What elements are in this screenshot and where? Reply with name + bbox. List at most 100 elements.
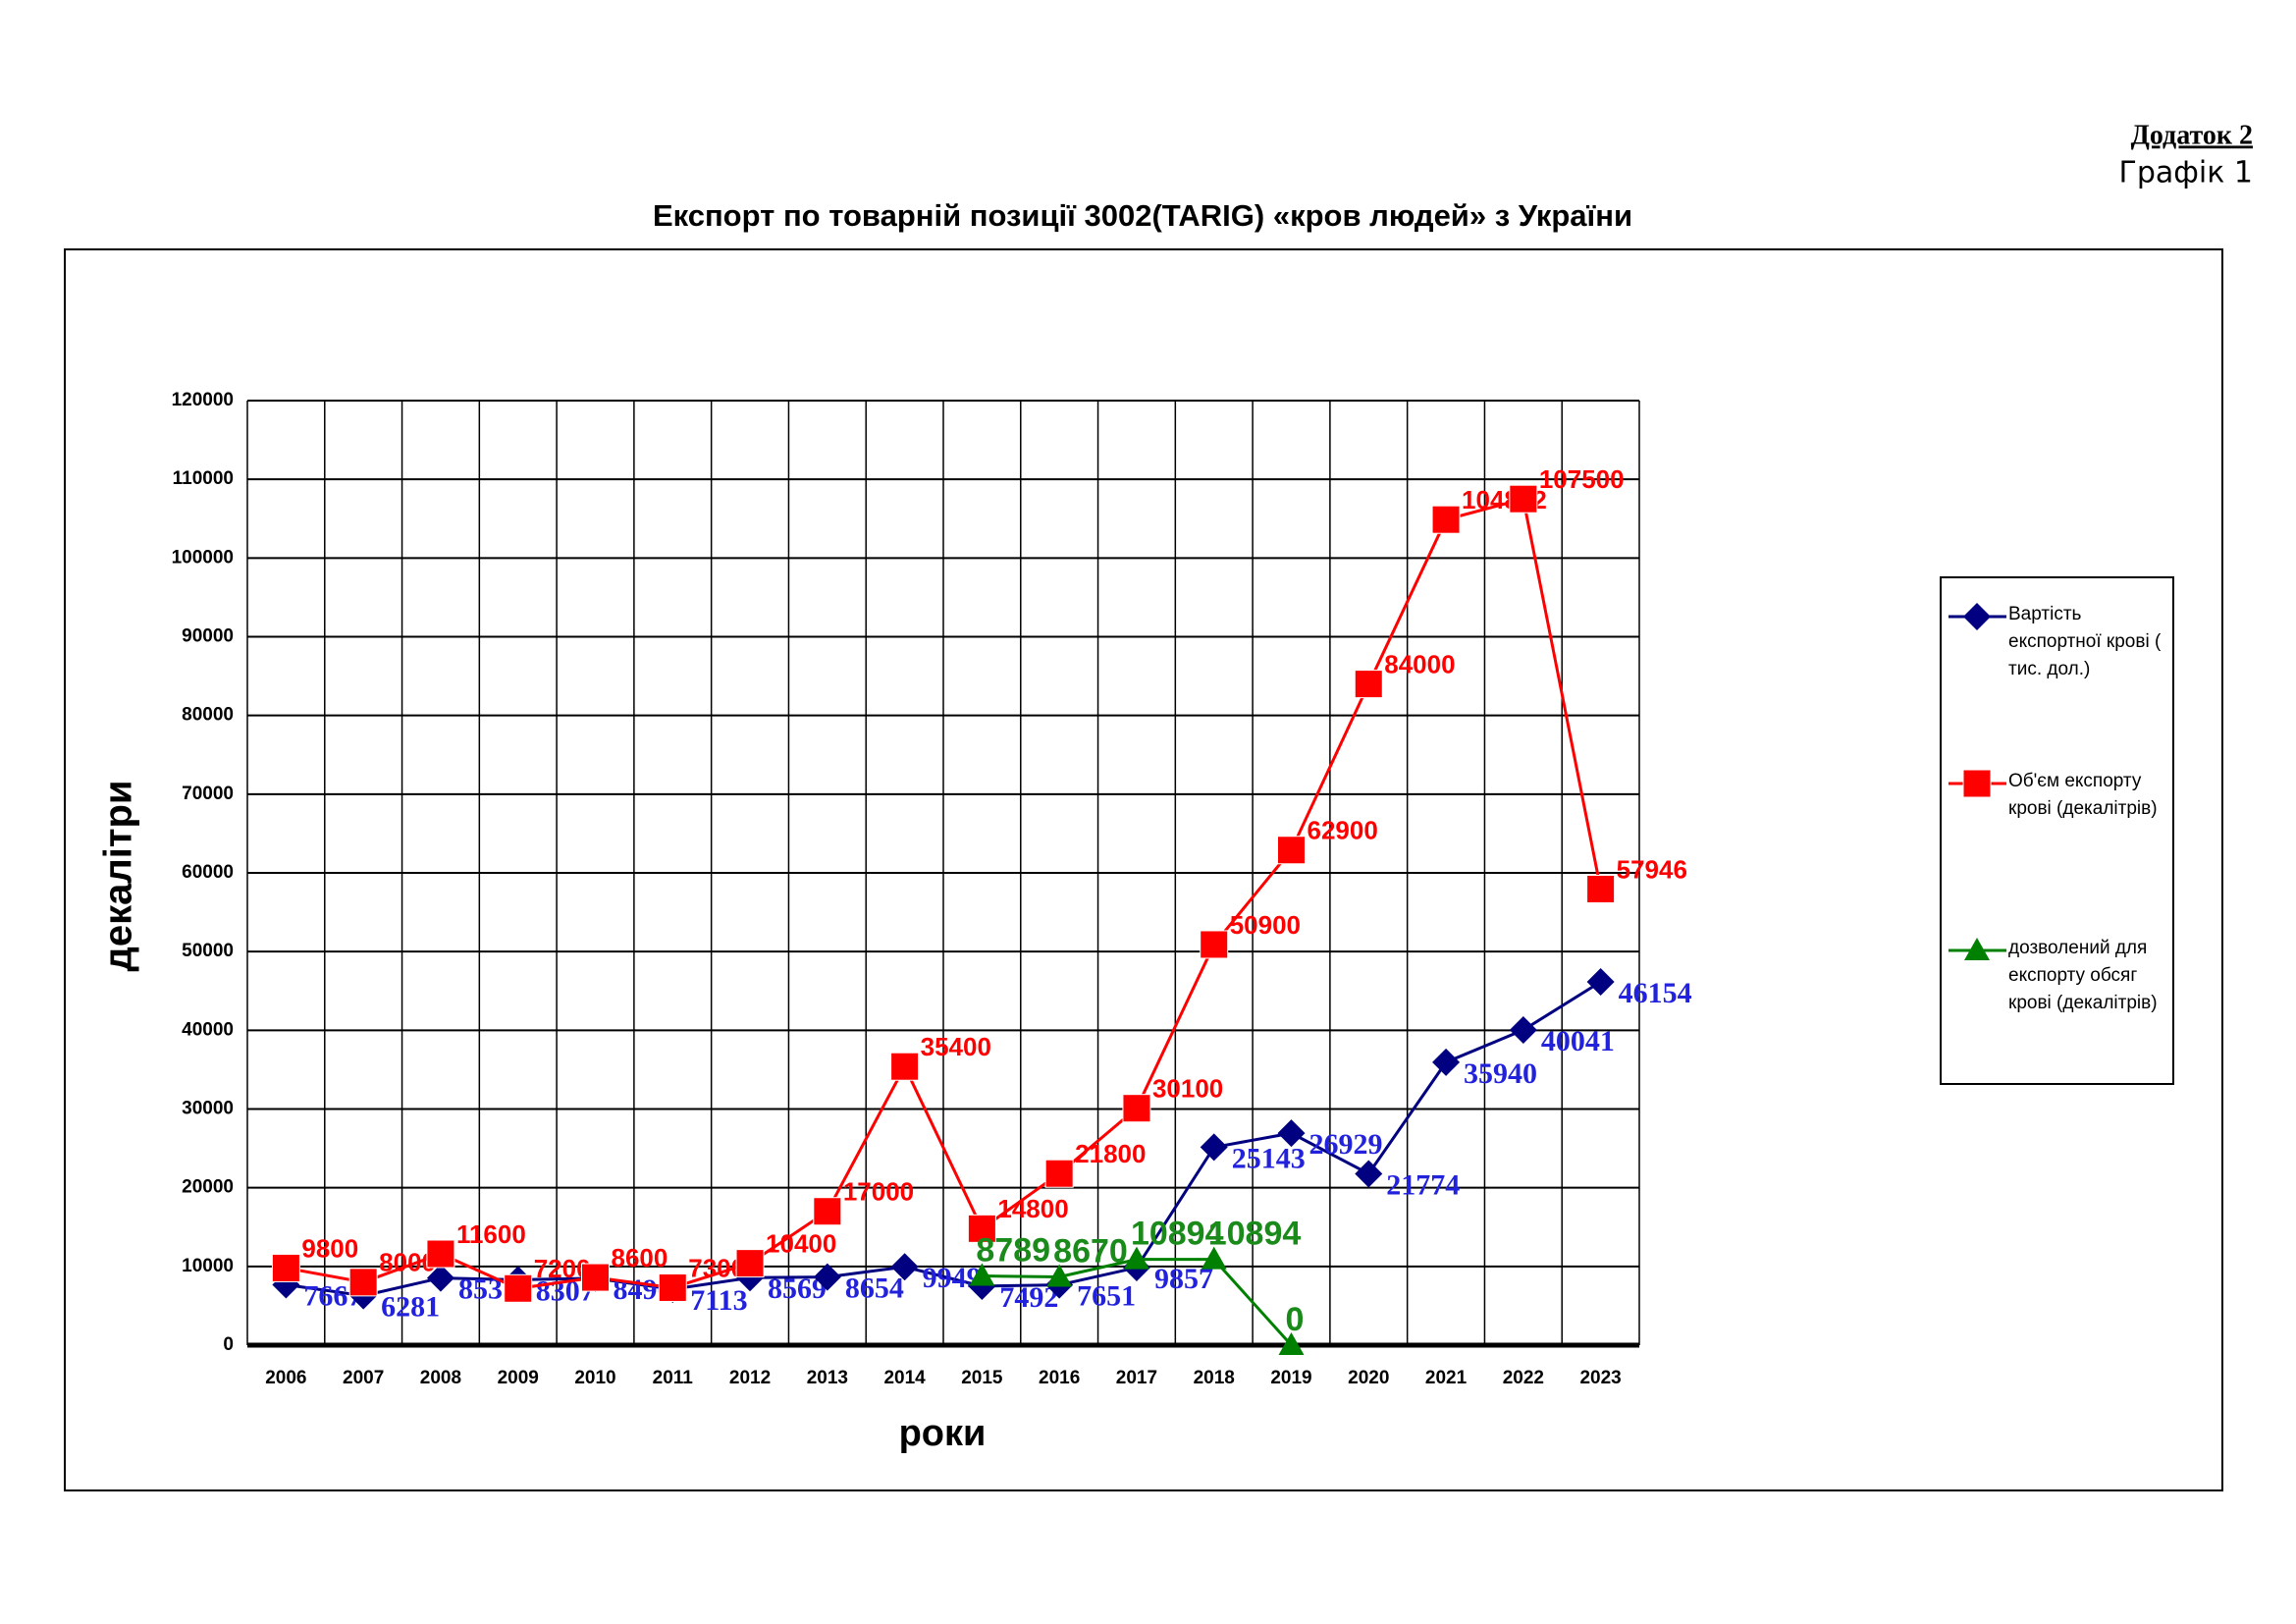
x-tick-label: 2012 — [729, 1368, 771, 1388]
x-tick-label: 2016 — [1039, 1368, 1080, 1388]
data-label: 10400 — [766, 1229, 836, 1259]
x-tick-label: 2007 — [343, 1368, 384, 1388]
data-label: 7651 — [1077, 1280, 1136, 1313]
legend-label: Вартість експортної крові ( тис. дол.) — [2008, 604, 2162, 679]
data-label: 62900 — [1308, 816, 1378, 845]
data-label: 57946 — [1617, 854, 1687, 884]
data-label: 11600 — [456, 1219, 526, 1249]
y-tick-label: 0 — [223, 1334, 234, 1355]
data-label: 30100 — [1152, 1074, 1223, 1104]
data-label: 8670 — [1053, 1232, 1128, 1270]
y-tick-label: 20000 — [182, 1177, 234, 1198]
x-tick-label: 2008 — [420, 1368, 461, 1388]
x-tick-label: 2017 — [1116, 1368, 1157, 1388]
data-label: 8654 — [845, 1272, 904, 1305]
x-tick-label: 2015 — [961, 1368, 1003, 1388]
y-tick-label: 110000 — [173, 468, 234, 489]
data-label: 35940 — [1464, 1057, 1537, 1090]
marker — [1586, 967, 1615, 996]
data-label: 7300 — [688, 1253, 745, 1282]
data-label: 26929 — [1309, 1128, 1383, 1161]
legend-entry: Вартість експортної крові ( тис. дол.) — [2008, 604, 2162, 679]
marker — [1586, 874, 1616, 903]
x-tick-label: 2014 — [883, 1368, 926, 1388]
marker — [1122, 1094, 1151, 1123]
y-tick-label: 70000 — [182, 784, 234, 804]
marker — [426, 1239, 455, 1269]
data-label: 14800 — [997, 1194, 1068, 1223]
marker — [1432, 1048, 1461, 1076]
x-tick-label: 2021 — [1425, 1368, 1468, 1388]
y-tick-label: 30000 — [182, 1099, 234, 1119]
x-tick-label: 2020 — [1348, 1368, 1389, 1388]
y-tick-label: 100000 — [172, 547, 234, 568]
marker — [1200, 930, 1229, 959]
marker — [890, 1253, 919, 1281]
data-label: 8000 — [379, 1248, 436, 1277]
data-label: 10894 — [1208, 1216, 1302, 1253]
y-tick-label: 80000 — [182, 705, 234, 726]
marker — [967, 1214, 996, 1243]
legend-entry: Об'єм експорту крові (декалітрів) — [2008, 771, 2158, 819]
x-tick-label: 2019 — [1270, 1368, 1311, 1388]
marker — [1044, 1159, 1074, 1188]
y-tick-label: 40000 — [182, 1019, 234, 1040]
data-label: 21774 — [1386, 1168, 1460, 1201]
marker — [1355, 1160, 1383, 1188]
data-label: 7200 — [534, 1254, 591, 1283]
marker — [581, 1263, 610, 1292]
data-label: 46154 — [1619, 977, 1692, 1009]
figure-label: Графік 1 — [2119, 156, 2253, 190]
legend-box — [1940, 576, 2174, 1085]
marker — [1277, 836, 1306, 865]
marker — [735, 1249, 765, 1278]
data-label: 8600 — [612, 1243, 668, 1272]
marker — [1046, 1264, 1073, 1287]
x-tick-label: 2010 — [574, 1368, 615, 1388]
x-tick-label: 2022 — [1503, 1368, 1544, 1388]
x-tick-label: 2023 — [1579, 1368, 1621, 1388]
data-label: 35400 — [921, 1032, 991, 1061]
marker — [1509, 1016, 1537, 1045]
data-label: 8789 — [976, 1232, 1050, 1270]
y-tick-label: 120000 — [172, 390, 234, 410]
y-tick-label: 10000 — [182, 1256, 234, 1276]
marker — [1277, 1119, 1306, 1148]
x-tick-label: 2011 — [653, 1368, 694, 1388]
data-label: 25143 — [1232, 1142, 1306, 1174]
x-tick-label: 2006 — [265, 1368, 306, 1388]
appendix: Додаток 2 — [2131, 120, 2253, 150]
marker — [1962, 769, 1992, 798]
legend-label: дозволений для експорту обсяг крові (дек… — [2008, 938, 2158, 1013]
data-label: 7113 — [690, 1284, 747, 1317]
marker — [658, 1272, 687, 1302]
marker — [1963, 603, 1991, 630]
y-tick-label: 50000 — [182, 941, 234, 961]
marker — [813, 1263, 841, 1291]
marker — [1201, 1246, 1227, 1270]
marker — [1431, 505, 1461, 534]
x-tick-label: 2018 — [1194, 1368, 1235, 1388]
legend-entry: дозволений для експорту обсяг крові (дек… — [2008, 938, 2158, 1013]
marker — [813, 1197, 842, 1226]
data-label: 107500 — [1539, 464, 1625, 494]
marker — [890, 1052, 920, 1081]
marker — [348, 1268, 378, 1297]
legend-label: Об'єм експорту крові (декалітрів) — [2008, 771, 2158, 819]
data-label: 6281 — [381, 1291, 440, 1324]
data-label: 40041 — [1541, 1025, 1615, 1057]
marker — [1123, 1246, 1149, 1270]
marker — [504, 1273, 533, 1303]
data-label: 84000 — [1384, 649, 1455, 678]
y-tick-label: 60000 — [182, 862, 234, 883]
data-label: 0 — [1286, 1301, 1305, 1338]
marker — [1354, 670, 1383, 699]
marker — [426, 1264, 454, 1292]
chart-title: Експорт по товарній позиції 3002(TARIG) … — [653, 198, 1632, 233]
y-axis-label: декалітри — [97, 780, 140, 971]
y-tick-label: 90000 — [182, 626, 234, 647]
marker — [969, 1263, 995, 1286]
marker — [1278, 1332, 1305, 1355]
data-label: 10894 — [1131, 1216, 1224, 1253]
